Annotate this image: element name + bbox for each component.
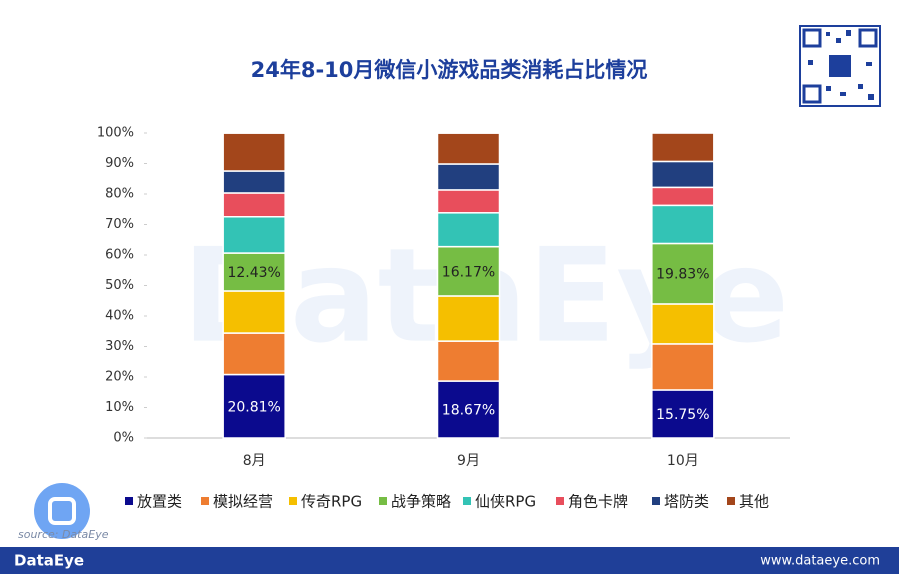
data-label: 15.75%	[656, 407, 709, 423]
qr-code	[799, 25, 881, 107]
footer-bar	[0, 547, 899, 574]
bar-segment	[651, 186, 715, 207]
logo-watermark	[34, 483, 90, 539]
legend-label: 仙侠RPG	[475, 493, 536, 511]
legend-marker	[125, 497, 133, 505]
legend-label: 塔防类	[664, 493, 709, 511]
footer-url: www.dataeye.com	[760, 554, 880, 569]
source-note: source: DataEye	[18, 528, 109, 541]
y-tick-label: 20%	[105, 370, 134, 385]
bar-segment	[436, 163, 501, 191]
bar-segment	[651, 242, 715, 305]
bar-segment	[222, 290, 286, 334]
data-label: 18.67%	[442, 403, 495, 419]
bar-segment	[651, 343, 715, 391]
data-label: 20.81%	[227, 399, 280, 415]
legend-label: 放置类	[137, 493, 182, 511]
bar-segment	[436, 189, 501, 214]
bar-segment	[222, 170, 286, 194]
legend-label: 角色卡牌	[568, 493, 628, 511]
legend-marker	[652, 497, 660, 505]
legend-marker	[463, 497, 471, 505]
x-tick-label: 9月	[457, 453, 480, 469]
bar-segment	[222, 216, 286, 254]
bar-segment	[651, 303, 715, 345]
x-tick-label: 8月	[243, 453, 266, 469]
bar-segment	[651, 204, 715, 245]
bar-segment	[222, 332, 286, 376]
legend-marker	[289, 497, 297, 505]
y-tick-label: 90%	[105, 156, 134, 171]
bar-segment	[436, 132, 501, 165]
x-tick-label: 10月	[667, 453, 699, 469]
chart-title: 24年8-10月微信小游戏品类消耗占比情况	[251, 58, 648, 82]
y-tick-label: 30%	[105, 339, 134, 354]
footer-brand: DataEye	[14, 552, 84, 570]
y-tick-label: 70%	[105, 217, 134, 232]
legend-marker	[379, 497, 387, 505]
data-label: 19.83%	[656, 267, 709, 283]
y-tick-label: 100%	[97, 126, 134, 141]
y-tick-label: 40%	[105, 309, 134, 324]
bar-segment	[436, 245, 501, 297]
legend-label: 其他	[739, 493, 769, 511]
bar-segment	[222, 252, 286, 292]
bar-segment	[222, 132, 286, 172]
y-tick-label: 80%	[105, 187, 134, 202]
data-label: 16.17%	[442, 264, 495, 280]
legend-label: 模拟经营	[213, 493, 273, 511]
bar-segment	[651, 132, 715, 163]
bar-segment	[436, 212, 501, 248]
data-label: 12.43%	[227, 265, 280, 281]
bar-segment	[222, 192, 286, 218]
bar-segment	[436, 340, 501, 382]
bar-segment	[436, 295, 501, 342]
bar-segment	[651, 389, 715, 439]
legend-label: 战争策略	[391, 493, 451, 511]
legend-marker	[201, 497, 209, 505]
y-tick-label: 50%	[105, 278, 134, 293]
bar-segment	[651, 160, 715, 189]
legend-label: 传奇RPG	[301, 493, 362, 511]
y-tick-label: 60%	[105, 248, 134, 263]
y-tick-label: 0%	[113, 431, 134, 446]
legend-marker	[556, 497, 564, 505]
y-tick-label: 10%	[105, 400, 134, 415]
legend-marker	[727, 497, 735, 505]
